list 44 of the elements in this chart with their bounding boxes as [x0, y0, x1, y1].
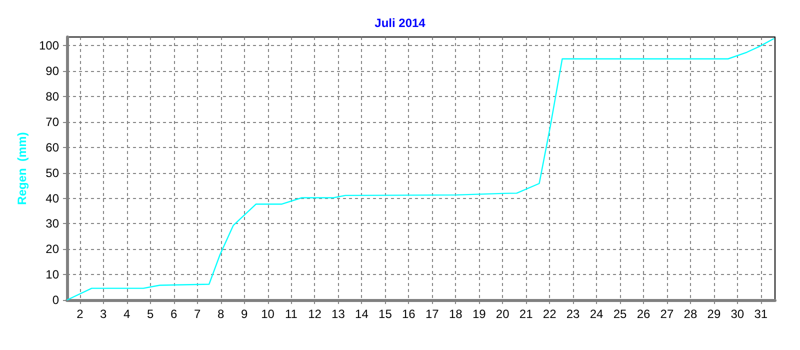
- x-tick-label: 13: [332, 307, 346, 321]
- x-tick-label: 20: [496, 307, 510, 321]
- x-tick-label: 5: [147, 307, 154, 321]
- x-tick-label: 10: [261, 307, 275, 321]
- x-tick-label: 7: [194, 307, 201, 321]
- x-tick-label: 14: [355, 307, 369, 321]
- x-tick-label: 4: [124, 307, 131, 321]
- x-tick-label: 17: [425, 307, 440, 321]
- x-tick-label: 6: [170, 307, 178, 321]
- y-tick-label: 70: [46, 114, 60, 129]
- x-tick-label: 15: [378, 307, 392, 321]
- x-tick-label: 22: [542, 307, 557, 321]
- x-tick-label: 23: [566, 307, 580, 321]
- x-tick-label: 18: [448, 307, 463, 321]
- y-tick-label: 50: [46, 166, 60, 180]
- x-tick-label: 29: [707, 307, 721, 321]
- line-series: [66, 38, 775, 301]
- y-tick-label: 30: [46, 216, 60, 231]
- x-tick-label: 9: [240, 307, 248, 321]
- x-tick-label: 28: [684, 307, 698, 321]
- y-tick-label: 90: [46, 64, 60, 78]
- x-tick-label: 19: [472, 307, 486, 321]
- x-tick-label: 21: [519, 307, 534, 321]
- x-tick-label: 31: [754, 307, 768, 321]
- y-axis-title: Regen (mm): [15, 132, 30, 205]
- y-tick-label: 10: [46, 268, 60, 282]
- x-tick-label: 11: [285, 307, 298, 321]
- x-tick-label: 24: [590, 307, 604, 321]
- x-tick-label: 27: [660, 307, 674, 321]
- y-tick-label: 40: [46, 191, 60, 206]
- x-tick-label: 12: [308, 307, 322, 321]
- y-tick-label: 0: [52, 293, 60, 307]
- y-tick-label: 80: [46, 90, 60, 104]
- x-tick-label: 8: [217, 307, 224, 321]
- x-tick-label: 3: [100, 307, 108, 321]
- y-tick-label: 100: [38, 38, 60, 53]
- x-tick-label: 16: [402, 307, 416, 321]
- x-tick-label: 30: [730, 307, 744, 321]
- y-tick-label: 20: [46, 242, 60, 256]
- y-tick-label: 60: [46, 140, 60, 154]
- chart-title: Juli 2014: [374, 16, 426, 30]
- x-tick-label: 26: [636, 307, 650, 321]
- x-tick-label: 25: [613, 307, 628, 321]
- x-tick-label: 2: [76, 307, 84, 321]
